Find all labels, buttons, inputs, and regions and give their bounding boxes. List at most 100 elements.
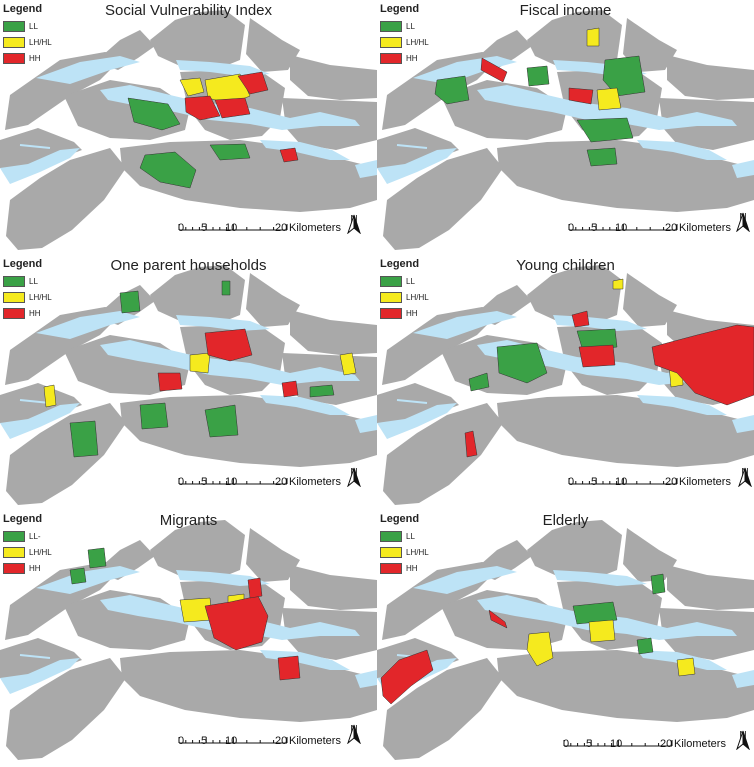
scale-tick-label: 5 (591, 222, 598, 234)
hotspot-clusters (127, 71, 299, 189)
legend-label: LL- (29, 531, 41, 541)
map-title: Migrants (159, 512, 218, 529)
legend: Legend LL LH/HL HH (380, 3, 429, 66)
legend-title: Legend (3, 258, 43, 270)
hotspot-clusters (69, 547, 301, 681)
legend-swatch-ll (3, 530, 25, 542)
map-panel-one-parent-households: One parent households Legend LL LH/HL HH… (0, 255, 377, 510)
legend: Legend LL- LH/HL HH (3, 513, 52, 576)
scale-tick-label: 0 (568, 476, 575, 488)
legend-swatch-lh-hl (3, 36, 25, 48)
legend-label: LL (29, 21, 38, 31)
map-panel-fiscal-income: Fiscal income Legend LL LH/HL HH 0 5 10 … (377, 0, 754, 255)
hotspot-clusters (464, 278, 754, 458)
scale-unit: Kilometers (289, 735, 341, 747)
map-canvas (377, 9, 754, 251)
hotspot-clusters (43, 280, 357, 458)
legend-label: LL (406, 21, 415, 31)
legend-title: Legend (3, 513, 43, 525)
legend-label: LH/HL (29, 292, 52, 302)
north-arrow-icon (347, 214, 361, 234)
north-arrow-icon (347, 724, 361, 744)
scale-unit: Kilometers (674, 738, 726, 750)
legend-label: HH (29, 308, 41, 318)
legend-swatch-ll (3, 20, 25, 32)
scale-tick-label: 5 (591, 476, 598, 488)
map-canvas (0, 264, 377, 506)
map-title: Elderly (542, 512, 589, 529)
legend-swatch-lh-hl (380, 36, 402, 48)
scale-bar: 0 5 10 20 Kilometers (178, 222, 348, 235)
scale-bar: 0 5 10 20 Kilometers (568, 222, 738, 235)
legend-swatch-hh (3, 307, 25, 319)
legend-swatch-hh (380, 562, 402, 574)
legend-swatch-lh-hl (3, 546, 25, 558)
legend-label: LL (406, 276, 415, 286)
scale-tick-label: 20 (275, 222, 288, 234)
map-title: Social Vulnerability Index (104, 2, 273, 19)
scale-tick-label: 0 (178, 735, 185, 747)
legend-title: Legend (3, 3, 43, 15)
north-arrow: N (347, 467, 361, 487)
north-arrow: N (738, 467, 752, 487)
scale-tick-label: 10 (225, 222, 238, 234)
north-arrow: N (347, 214, 361, 234)
scale-tick-label: 20 (665, 222, 678, 234)
scale-tick-label: 20 (275, 735, 288, 747)
scale-tick-label: 10 (615, 222, 628, 234)
legend-swatch-lh-hl (380, 546, 402, 558)
map-panel-young-children: Young children Legend LL LH/HL HH 0 5 10… (377, 255, 754, 510)
scale-tick-label: 20 (665, 476, 678, 488)
scale-tick-label: 0 (178, 476, 185, 488)
legend-swatch-hh (380, 52, 402, 64)
legend: Legend LL LH/HL HH (380, 258, 429, 321)
scale-bar: 0 5 10 20 Kilometers (178, 476, 348, 489)
map-canvas (377, 264, 754, 506)
north-arrow-icon (347, 467, 361, 487)
scale-unit: Kilometers (679, 222, 731, 234)
legend-label: LL (406, 531, 415, 541)
map-panel-social-vulnerability: Social Vulnerability Index Legend LL LH/… (0, 0, 377, 255)
legend: Legend LL LH/HL HH (380, 513, 429, 576)
legend-label: LH/HL (29, 37, 52, 47)
scale-tick-label: 10 (225, 735, 238, 747)
legend-title: Legend (380, 513, 420, 525)
hotspot-clusters (380, 573, 696, 705)
scale-unit: Kilometers (289, 476, 341, 488)
legend: Legend LL LH/HL HH (3, 258, 52, 321)
map-canvas (0, 9, 377, 251)
legend-label: HH (406, 563, 418, 573)
scale-tick-label: 0 (568, 222, 575, 234)
legend-title: Legend (380, 3, 420, 15)
legend-swatch-ll (380, 530, 402, 542)
legend-swatch-ll (3, 275, 25, 287)
map-title: One parent households (110, 257, 267, 274)
scale-bar: 0 5 10 20 Kilometers (568, 476, 738, 489)
legend-swatch-lh-hl (3, 291, 25, 303)
hotspot-clusters (434, 27, 646, 167)
scale-bar: 0 5 10 20 Kilometers (563, 738, 733, 751)
map-title: Young children (516, 257, 615, 274)
legend-label: LH/HL (406, 547, 429, 557)
map-canvas (0, 519, 377, 761)
map-canvas (377, 519, 754, 761)
scale-tick-label: 5 (201, 222, 208, 234)
scale-tick-label: 20 (275, 476, 288, 488)
scale-bar: 0 5 10 20 Kilometers (178, 735, 348, 748)
legend-label: LH/HL (406, 37, 429, 47)
legend-swatch-ll (380, 20, 402, 32)
north-arrow-icon (736, 730, 750, 750)
north-arrow: N (347, 724, 361, 744)
legend-label: LL (29, 276, 38, 286)
scale-tick-label: 10 (610, 738, 623, 750)
legend-swatch-hh (380, 307, 402, 319)
legend-swatch-ll (380, 275, 402, 287)
scale-tick-label: 5 (201, 476, 208, 488)
legend-label: HH (29, 53, 41, 63)
legend-swatch-lh-hl (380, 291, 402, 303)
legend-title: Legend (380, 258, 420, 270)
scale-tick-label: 0 (563, 738, 570, 750)
legend-label: LH/HL (29, 547, 52, 557)
map-panel-migrants: Migrants Legend LL- LH/HL HH 0 5 10 20 K… (0, 510, 377, 765)
north-arrow-icon (738, 467, 752, 487)
